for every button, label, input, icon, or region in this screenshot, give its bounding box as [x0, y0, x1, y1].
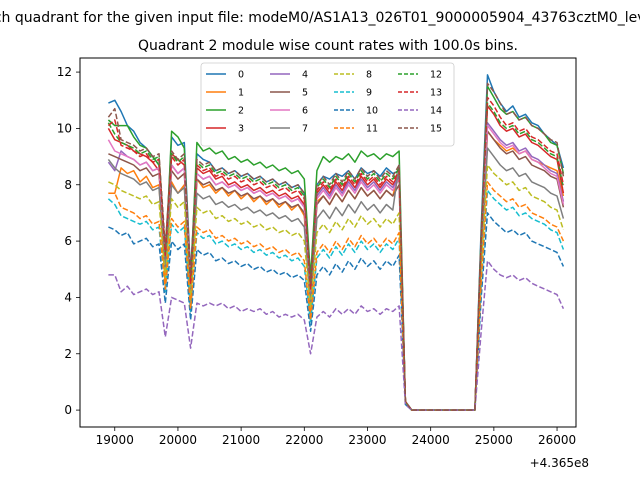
series-line-6 [107, 124, 565, 411]
legend-label: 12 [430, 70, 442, 81]
series-line-12 [107, 102, 565, 411]
figure-suptitle: Plot of counts in each quadrant for the … [0, 10, 640, 26]
legend-label: 8 [366, 70, 372, 81]
plot-lines [107, 74, 565, 411]
y-tick-label: 8 [64, 178, 72, 192]
x-tick-label: 20000 [159, 433, 197, 447]
x-tick-label: 21000 [222, 433, 260, 447]
series-line-7 [107, 147, 565, 411]
legend-box [200, 62, 455, 147]
y-tick-label: 4 [64, 290, 72, 304]
legend-label: 11 [366, 124, 378, 135]
y-tick-label: 12 [57, 65, 72, 79]
x-tick-label: 25000 [475, 433, 513, 447]
series-line-11 [108, 181, 565, 411]
y-tick-label: 0 [64, 403, 72, 417]
y-axis: 0 2 4 6 8 10 12 [57, 65, 80, 417]
legend-label: 2 [238, 106, 244, 117]
legend-label: 7 [302, 124, 308, 135]
chart-title: Quadrant 2 module wise count rates with … [138, 38, 518, 54]
x-tick-label: 24000 [412, 433, 450, 447]
series-line-14 [108, 260, 565, 411]
legend-label: 14 [430, 106, 442, 117]
series-line-15 [107, 82, 565, 411]
legend-label: 0 [238, 70, 244, 81]
x-tick-label: 23000 [348, 433, 386, 447]
x-offset-label: +4.365e8 [530, 456, 589, 470]
x-axis: 19000 20000 21000 22000 23000 24000 25000 26000 [96, 427, 576, 447]
series-line-8 [108, 164, 565, 411]
x-tick-label: 19000 [96, 433, 134, 447]
legend-label: 10 [366, 106, 378, 117]
x-tick-label: 26000 [538, 433, 576, 447]
legend-label: 1 [238, 88, 244, 99]
legend-label: 4 [302, 70, 308, 81]
axes-frame [79, 57, 577, 428]
y-tick-label: 2 [64, 347, 72, 361]
series-line-4 [107, 122, 565, 411]
legend-label: 15 [430, 124, 442, 135]
legend-label: 13 [430, 88, 442, 99]
legend-label: 9 [366, 88, 372, 99]
y-tick-label: 6 [64, 234, 72, 248]
series-line-10 [108, 212, 565, 411]
legend-label: 3 [238, 124, 244, 135]
legend-label: 6 [302, 106, 308, 117]
legend-label: 5 [302, 88, 308, 99]
x-tick-label: 22000 [285, 433, 323, 447]
y-tick-label: 10 [57, 121, 72, 135]
series-line-3 [107, 105, 565, 411]
